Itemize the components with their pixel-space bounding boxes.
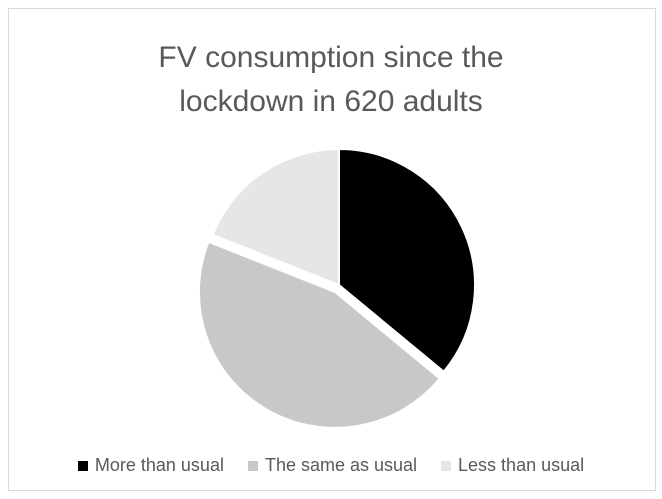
legend-item: Less than usual — [441, 455, 584, 476]
legend-item: More than usual — [77, 455, 224, 476]
legend-swatch — [77, 460, 88, 471]
legend-label: Less than usual — [458, 455, 585, 475]
legend-label: More than usual — [94, 455, 224, 475]
legend-swatch — [247, 460, 258, 471]
chart-title-line: lockdown in 620 adults — [179, 85, 483, 118]
legend-swatch — [441, 460, 452, 471]
chart-title: FV consumption since the lockdown in 620 … — [0, 36, 662, 124]
legend-item: The same as usual — [247, 455, 418, 476]
legend-label: The same as usual — [264, 455, 418, 475]
pie-slice-the-same-as-usual — [197, 240, 442, 429]
chart-title-line: FV consumption since the — [158, 41, 504, 74]
pie-slice-more-than-usual — [338, 147, 476, 374]
chart-legend: More than usual The same as usual Less tha… — [0, 455, 662, 476]
pie-slice-less-than-usual — [211, 147, 340, 287]
